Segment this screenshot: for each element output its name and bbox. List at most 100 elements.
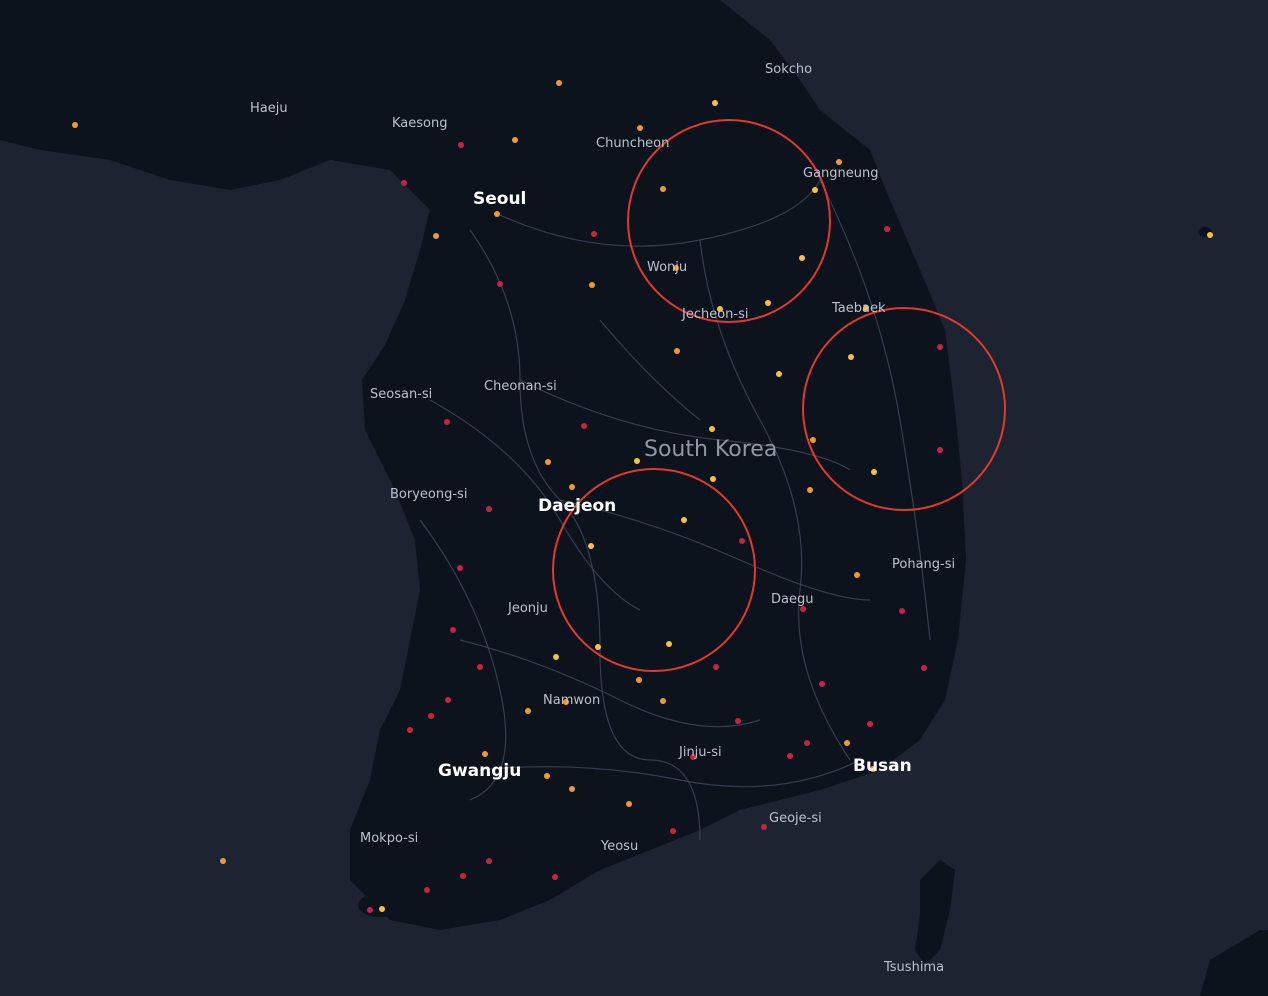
- point: [810, 437, 816, 443]
- point: [553, 654, 559, 660]
- point: [673, 265, 679, 271]
- point: [482, 751, 488, 757]
- city-label-daejeon[interactable]: Daejeon: [538, 496, 616, 516]
- point: [709, 426, 715, 432]
- point: [626, 801, 632, 807]
- point: [486, 506, 492, 512]
- highlight-circle-wonju: [627, 119, 831, 323]
- point: [552, 874, 558, 880]
- point: [428, 713, 434, 719]
- place-label-boryeong[interactable]: Boryeong-si: [390, 487, 467, 502]
- point: [863, 305, 869, 311]
- place-label-chuncheon[interactable]: Chuncheon: [596, 136, 669, 151]
- point: [670, 828, 676, 834]
- point: [921, 665, 927, 671]
- point: [477, 664, 483, 670]
- point: [636, 677, 642, 683]
- point: [812, 187, 818, 193]
- place-label-jecheon[interactable]: Jecheon-si: [681, 307, 749, 322]
- point: [545, 459, 551, 465]
- point: [937, 447, 943, 453]
- place-label-gangneung[interactable]: Gangneung: [803, 166, 879, 181]
- point: [666, 641, 672, 647]
- place-label-sokcho[interactable]: Sokcho: [765, 62, 812, 77]
- place-label-jinju[interactable]: Jinju-si: [678, 745, 722, 760]
- point: [512, 137, 518, 143]
- point: [871, 469, 877, 475]
- point: [401, 180, 407, 186]
- road-network: [419, 179, 931, 841]
- point: [424, 887, 430, 893]
- point: [497, 281, 503, 287]
- point: [595, 644, 601, 650]
- point: [884, 226, 890, 232]
- point: [854, 572, 860, 578]
- point: [713, 664, 719, 670]
- point: [804, 740, 810, 746]
- place-label-seosan[interactable]: Seosan-si: [370, 387, 432, 402]
- point: [450, 627, 456, 633]
- point: [800, 606, 806, 612]
- point: [637, 125, 643, 131]
- point: [591, 231, 597, 237]
- place-label-daegu[interactable]: Daegu: [771, 592, 813, 607]
- point: [937, 344, 943, 350]
- point: [525, 708, 531, 714]
- point: [867, 721, 873, 727]
- point: [460, 873, 466, 879]
- point: [660, 698, 666, 704]
- point: [844, 740, 850, 746]
- highlight-circle-jeonju: [552, 468, 756, 672]
- point: [674, 348, 680, 354]
- point: [569, 786, 575, 792]
- place-label-mokpo[interactable]: Mokpo-si: [360, 831, 418, 846]
- city-label-gwangju[interactable]: Gwangju: [438, 761, 521, 781]
- point: [899, 608, 905, 614]
- point: [776, 371, 782, 377]
- point: [660, 186, 666, 192]
- place-label-cheonan[interactable]: Cheonan-si: [484, 379, 557, 394]
- point: [486, 858, 492, 864]
- city-label-busan[interactable]: Busan: [853, 756, 912, 776]
- point: [848, 354, 854, 360]
- place-label-tsushima[interactable]: Tsushima: [883, 960, 944, 975]
- point: [589, 282, 595, 288]
- land-south: [350, 200, 966, 930]
- jeju-side-island: [1200, 930, 1268, 996]
- point: [807, 487, 813, 493]
- place-label-pohang[interactable]: Pohang-si: [892, 557, 955, 572]
- data-points: [72, 80, 1213, 913]
- point: [787, 753, 793, 759]
- point: [367, 907, 373, 913]
- land-north: [0, 0, 890, 250]
- place-label-kaesong[interactable]: Kaesong: [392, 116, 447, 131]
- point: [836, 159, 842, 165]
- point: [712, 100, 718, 106]
- point: [717, 306, 723, 312]
- place-label-wonju[interactable]: Wonju: [647, 260, 687, 275]
- place-label-jeonju[interactable]: Jeonju: [507, 601, 548, 616]
- point: [690, 754, 696, 760]
- place-label-taebaek[interactable]: Taebaek: [831, 301, 886, 316]
- place-label-haeju[interactable]: Haeju: [250, 101, 288, 116]
- point: [588, 543, 594, 549]
- place-label-yeosu[interactable]: Yeosu: [600, 839, 638, 854]
- point: [681, 517, 687, 523]
- point: [444, 419, 450, 425]
- point: [799, 255, 805, 261]
- point: [563, 699, 569, 705]
- point: [581, 423, 587, 429]
- place-label-namwon[interactable]: Namwon: [543, 693, 600, 708]
- point: [634, 458, 640, 464]
- highlight-circle-taebaek: [802, 307, 1006, 511]
- point: [458, 142, 464, 148]
- point: [556, 80, 562, 86]
- city-label-seoul[interactable]: Seoul: [473, 189, 526, 209]
- place-label-geoje[interactable]: Geoje-si: [769, 811, 822, 826]
- country-label: South Korea: [644, 437, 777, 462]
- point: [870, 766, 876, 772]
- point: [739, 538, 745, 544]
- tsushima-island: [915, 860, 955, 965]
- point: [494, 211, 500, 217]
